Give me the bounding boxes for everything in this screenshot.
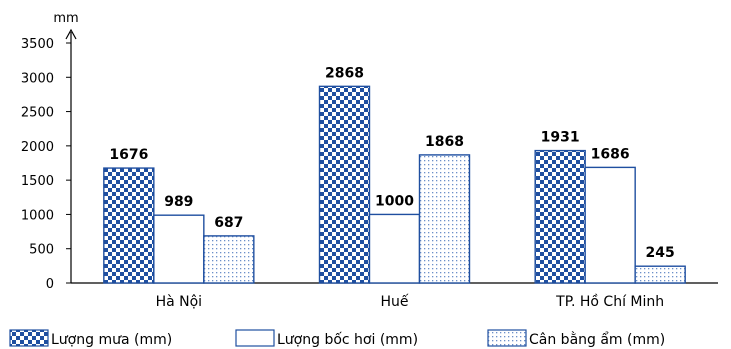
x-category-label: TP. Hồ Chí Minh	[555, 293, 664, 310]
bar-value-label: 1868	[425, 134, 464, 150]
bar-rainfall	[534, 149, 586, 284]
y-tick-label: 1000	[21, 208, 54, 223]
legend-label: Cân bằng ẩm (mm)	[529, 331, 665, 348]
bar-rainfall	[103, 167, 155, 284]
x-axis-labels: Hà Nội Huế TP. Hồ Chí Minh	[156, 293, 665, 310]
bar-value-label: 1000	[375, 193, 414, 209]
y-tick-label: 3000	[21, 71, 54, 86]
legend-label: Lượng bốc hơi (mm)	[277, 331, 418, 348]
bars-group: 1676 989 687 2868 1000 1868 1931 1686 245	[103, 65, 686, 284]
bar-value-label: 245	[646, 245, 675, 261]
y-tick-label: 2500	[21, 106, 54, 121]
y-tick-label: 2000	[21, 140, 54, 155]
bar-evaporation	[368, 213, 421, 284]
y-tick-label: 0	[46, 277, 54, 292]
y-tick-label: 1500	[21, 174, 54, 189]
bar-moisture-balance	[418, 154, 471, 284]
legend-swatch	[235, 329, 275, 347]
y-axis-unit-label: mm	[53, 11, 78, 26]
y-tick-label: 500	[29, 243, 54, 258]
bar-value-label: 687	[214, 215, 243, 231]
legend-swatch	[487, 329, 527, 347]
bar-value-label: 1931	[541, 130, 580, 146]
bar-evaporation	[153, 214, 205, 284]
bar-rainfall	[318, 85, 371, 284]
bar-value-label: 989	[164, 194, 193, 210]
y-axis-ticks: 0 500 1000 1500 2000 2500 3000 3500	[21, 37, 71, 292]
bar-value-label: 1676	[109, 147, 148, 163]
y-tick-label: 3500	[21, 37, 54, 52]
bar-evaporation	[584, 166, 636, 284]
x-category-label: Hà Nội	[156, 294, 202, 310]
bar-value-label: 2868	[325, 65, 364, 81]
bar-moisture-balance	[203, 235, 255, 284]
y-axis-arrow-icon	[65, 28, 77, 40]
bar-moisture-balance	[634, 265, 686, 284]
legend: Lượng mưa (mm) Lượng bốc hơi (mm) Cân bằng…	[9, 329, 665, 348]
bar-value-label: 1686	[591, 146, 630, 162]
x-category-label: Huế	[380, 293, 408, 310]
legend-label: Lượng mưa (mm)	[51, 332, 172, 348]
legend-swatch	[9, 329, 49, 347]
